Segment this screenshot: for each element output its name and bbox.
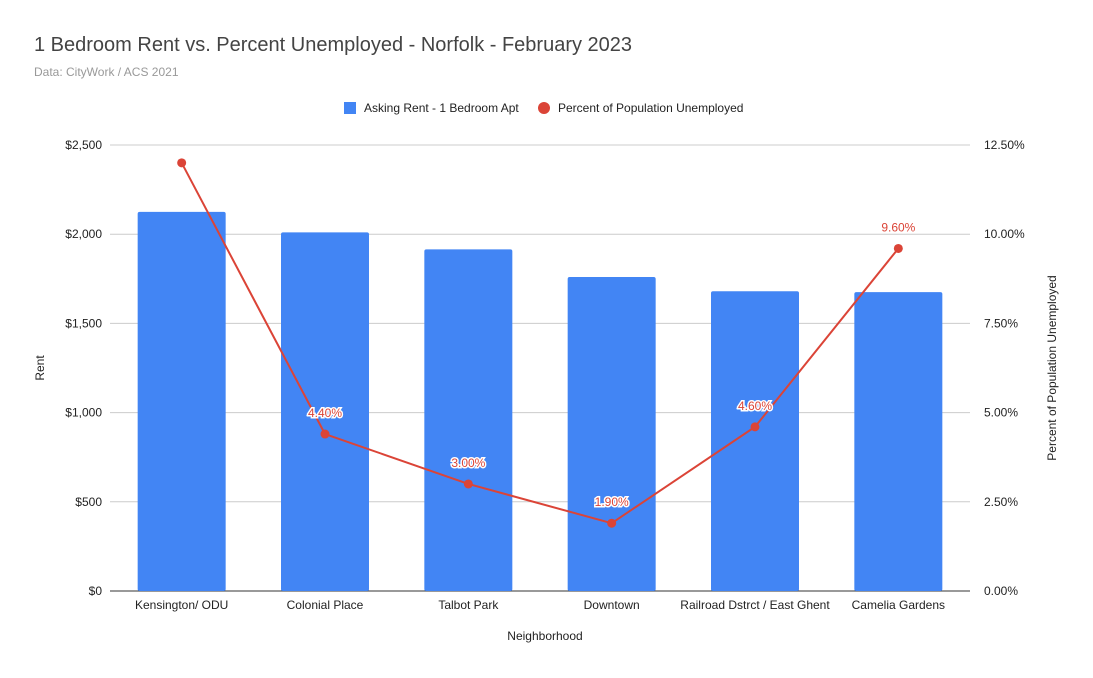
x-axis-title: Neighborhood: [507, 629, 582, 643]
y2-tick-label: 5.00%: [984, 406, 1018, 420]
x-tick-label: Talbot Park: [438, 598, 499, 612]
bar: [567, 277, 656, 591]
legend-label-rent: Asking Rent - 1 Bedroom Apt: [364, 101, 519, 115]
legend: Asking Rent - 1 Bedroom Apt Percent of P…: [344, 101, 743, 115]
y-tick-label: $0: [89, 584, 103, 598]
series-line: [180, 162, 900, 525]
data-label: 4.40%: [308, 406, 342, 420]
line-point: [177, 158, 187, 168]
legend-swatch-rent: [344, 102, 356, 114]
legend-label-unemployed: Percent of Population Unemployed: [558, 101, 743, 115]
axes: $0 0.00% $500 2.50% $1,000 5.00% $1,500 7.50% $2…: [65, 138, 1025, 612]
bar-series: [137, 211, 943, 591]
line-series: 4.40% 3.00% 1.90% 4.60% 9.60%: [177, 158, 917, 528]
line-point: [463, 479, 473, 489]
chart-subtitle: Data: CityWork / ACS 2021: [34, 65, 179, 79]
bar: [281, 232, 369, 591]
bar: [424, 249, 513, 591]
bar: [711, 291, 799, 591]
line-point: [607, 518, 617, 528]
y2-tick-label: 12.50%: [984, 138, 1025, 152]
data-label: 3.00%: [451, 456, 485, 470]
bar: [854, 292, 943, 591]
y-tick-label: $1,500: [65, 316, 102, 330]
y2-tick-label: 10.00%: [984, 227, 1025, 241]
x-tick-label: Railroad Dstrct / East Ghent: [680, 598, 830, 612]
y2-tick-label: 2.50%: [984, 495, 1018, 509]
y-tick-label: $2,500: [65, 138, 102, 152]
y2-tick-label: 7.50%: [984, 316, 1018, 330]
line-point: [750, 422, 760, 432]
data-label: 4.60%: [738, 399, 772, 413]
x-tick-label: Colonial Place: [287, 598, 364, 612]
chart-title: 1 Bedroom Rent vs. Percent Unemployed - …: [34, 34, 633, 56]
x-tick-label: Downtown: [584, 598, 640, 612]
line-point: [893, 243, 903, 253]
y-axis-title: Rent: [33, 355, 47, 381]
line-point: [320, 429, 330, 439]
x-tick-label: Camelia Gardens: [852, 598, 945, 612]
data-label: 1.90%: [595, 495, 629, 509]
legend-swatch-unemployed: [538, 102, 550, 114]
data-label: 9.60%: [881, 220, 915, 234]
bar: [137, 211, 226, 591]
y2-axis-title: Percent of Population Unemployed: [1045, 275, 1059, 460]
y-tick-label: $500: [75, 495, 102, 509]
gridlines: [110, 144, 970, 592]
y2-tick-label: 0.00%: [984, 584, 1018, 598]
y-tick-label: $1,000: [65, 406, 102, 420]
x-tick-label: Kensington/ ODU: [135, 598, 228, 612]
y-tick-label: $2,000: [65, 227, 102, 241]
